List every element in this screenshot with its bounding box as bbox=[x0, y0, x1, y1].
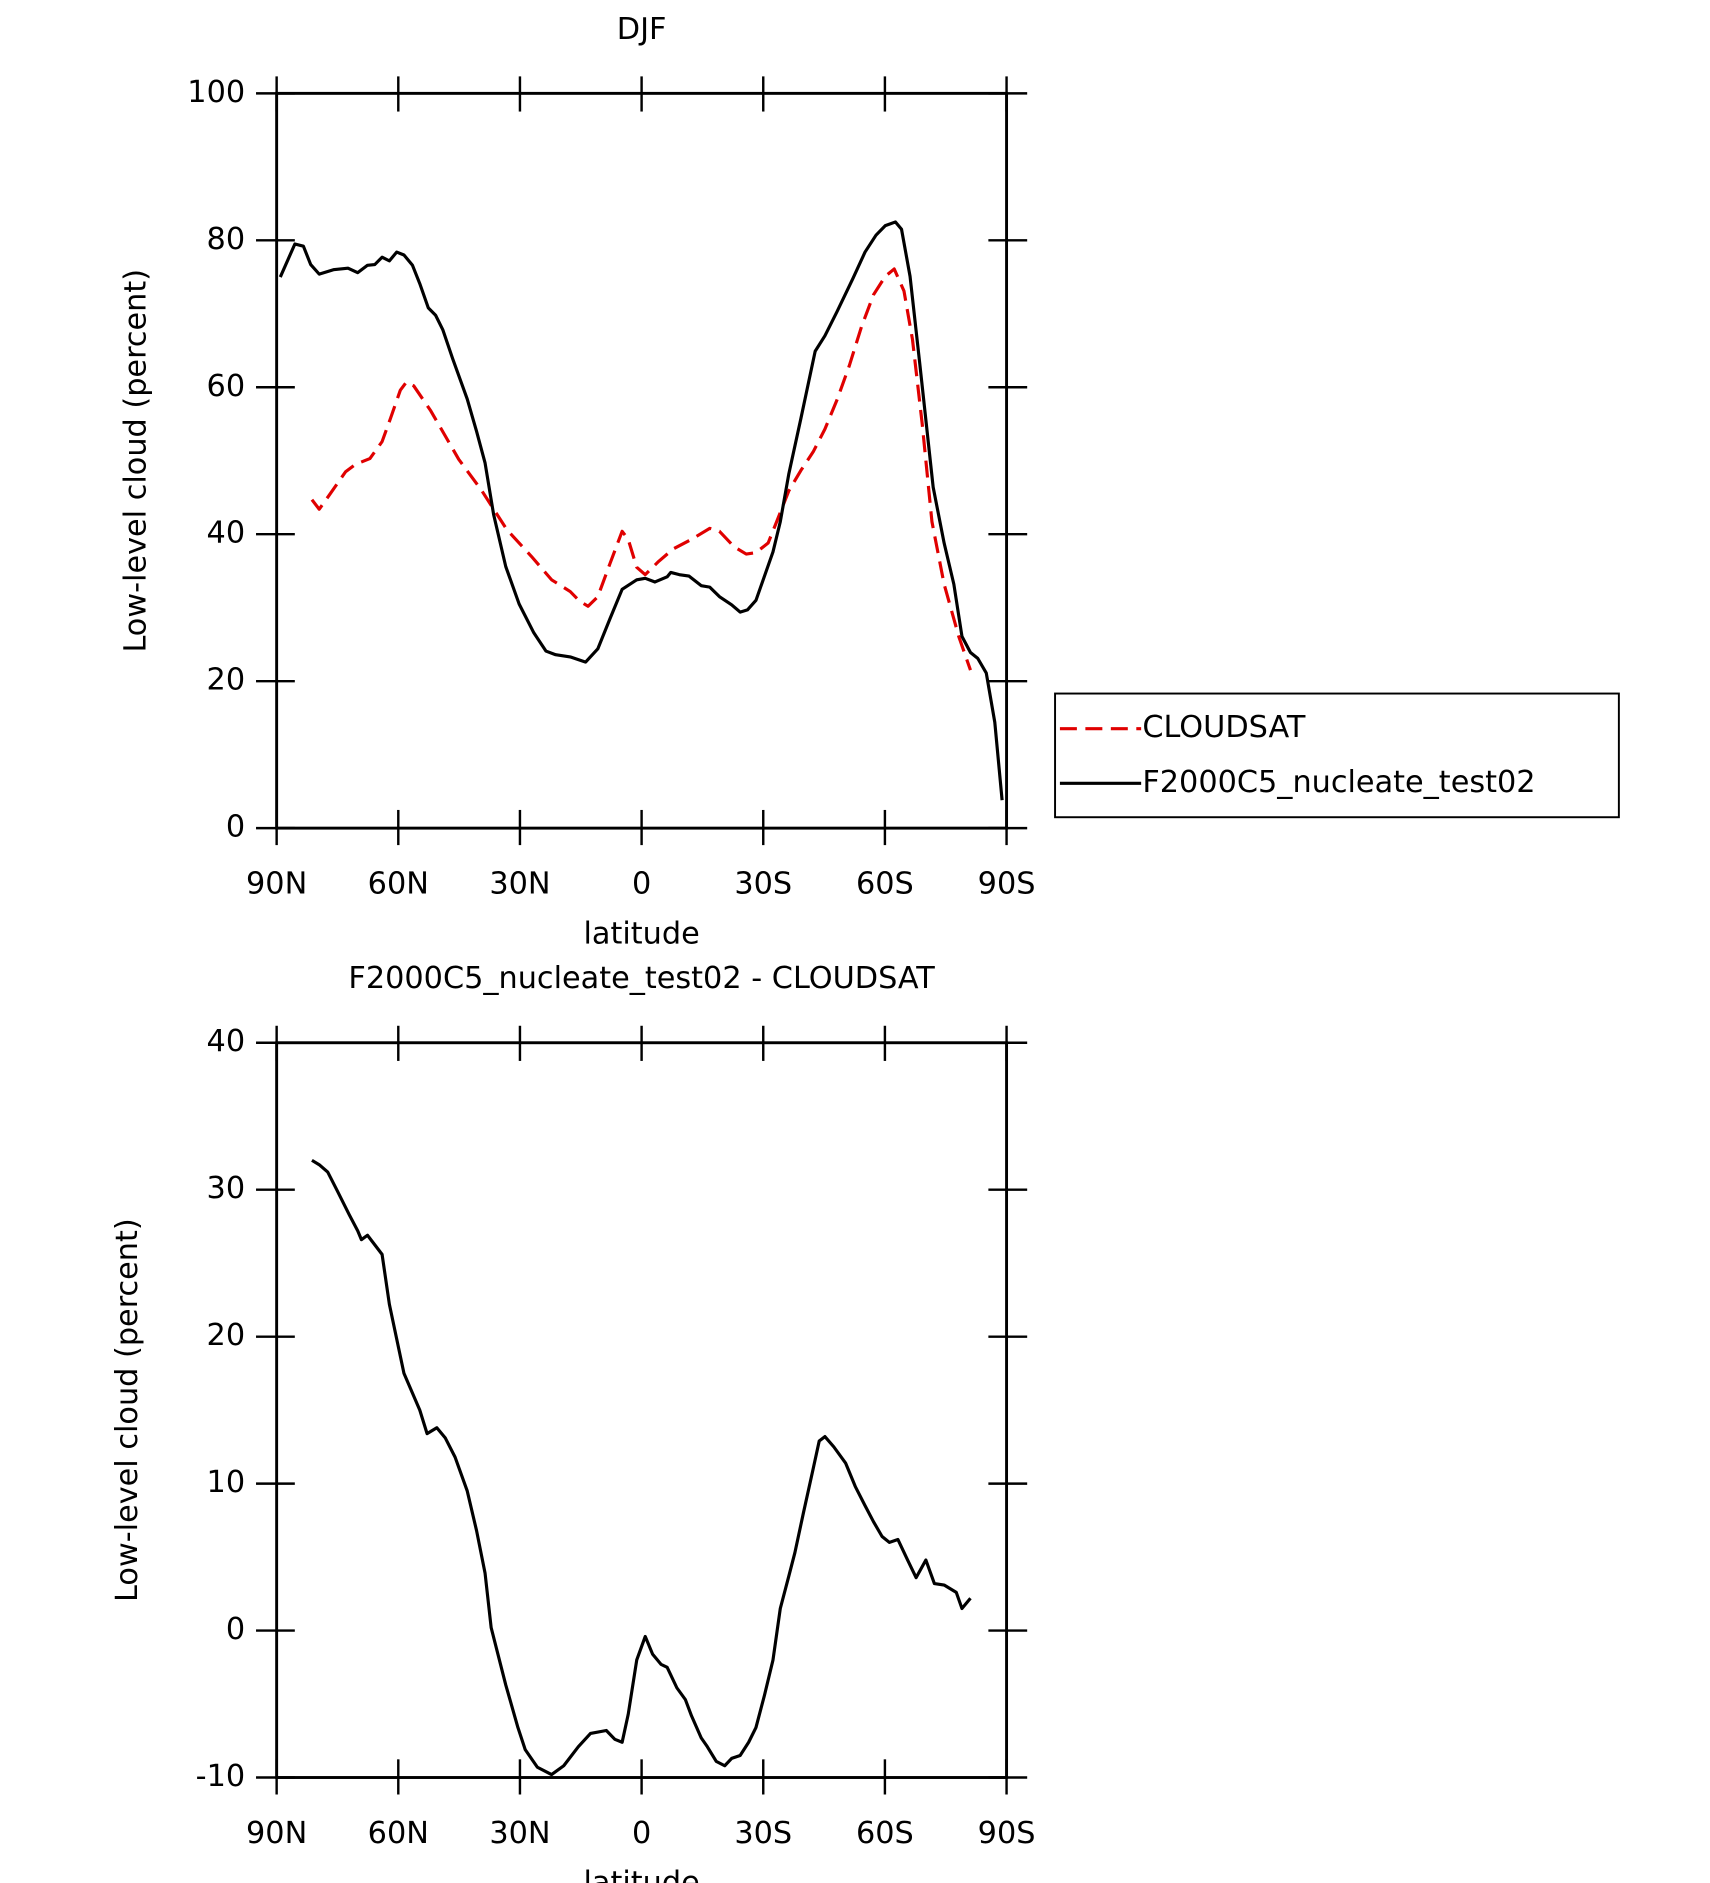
x-axis-label: latitude bbox=[583, 1866, 699, 1883]
y-axis-label: Low-level cloud (percent) bbox=[110, 1218, 145, 1602]
data-line bbox=[278, 220, 1004, 801]
plot-frame bbox=[275, 1041, 1009, 1779]
legend-label: F2000C5_nucleate_test02 bbox=[1142, 765, 1535, 800]
x-axis-label: latitude bbox=[583, 916, 699, 951]
y-axis-label: Low-level cloud (percent) bbox=[119, 269, 154, 653]
x-tick-label: 30S bbox=[734, 867, 792, 902]
y-tick-label: 0 bbox=[226, 810, 245, 845]
y-tick-label: 0 bbox=[226, 1612, 245, 1647]
x-tick-label: 30N bbox=[489, 1816, 550, 1851]
chart-title: F2000C5_nucleate_test02 - CLOUDSAT bbox=[348, 961, 935, 996]
x-tick-label: 60N bbox=[368, 1816, 429, 1851]
x-tick-label: 30S bbox=[734, 1816, 792, 1851]
x-tick-label: 30N bbox=[489, 867, 550, 902]
x-tick-label: 60S bbox=[856, 867, 914, 902]
plot-frame bbox=[275, 91, 1009, 830]
chart-title: DJF bbox=[617, 12, 667, 47]
x-tick-label: 90S bbox=[978, 1816, 1036, 1851]
y-tick-label: 40 bbox=[207, 1024, 246, 1059]
y-tick-label: -10 bbox=[196, 1759, 245, 1794]
x-tick-label: 90N bbox=[246, 867, 307, 902]
x-tick-label: 60S bbox=[856, 1816, 914, 1851]
x-tick-label: 60N bbox=[368, 867, 429, 902]
y-tick-label: 30 bbox=[207, 1171, 246, 1206]
y-tick-label: 40 bbox=[207, 516, 246, 551]
data-line bbox=[310, 267, 972, 671]
x-tick-label: 0 bbox=[632, 1816, 651, 1851]
data-line bbox=[311, 1158, 972, 1777]
legend-box bbox=[1054, 692, 1620, 819]
x-tick-label: 0 bbox=[632, 867, 651, 902]
y-tick-label: 80 bbox=[207, 222, 246, 257]
y-tick-label: 20 bbox=[207, 1318, 246, 1353]
y-tick-label: 20 bbox=[207, 663, 246, 698]
x-tick-label: 90N bbox=[246, 1816, 307, 1851]
y-tick-label: 100 bbox=[187, 75, 245, 110]
legend-label: CLOUDSAT bbox=[1142, 710, 1305, 745]
x-tick-label: 90S bbox=[978, 867, 1036, 902]
y-tick-label: 10 bbox=[207, 1465, 246, 1500]
y-tick-label: 60 bbox=[207, 369, 246, 404]
